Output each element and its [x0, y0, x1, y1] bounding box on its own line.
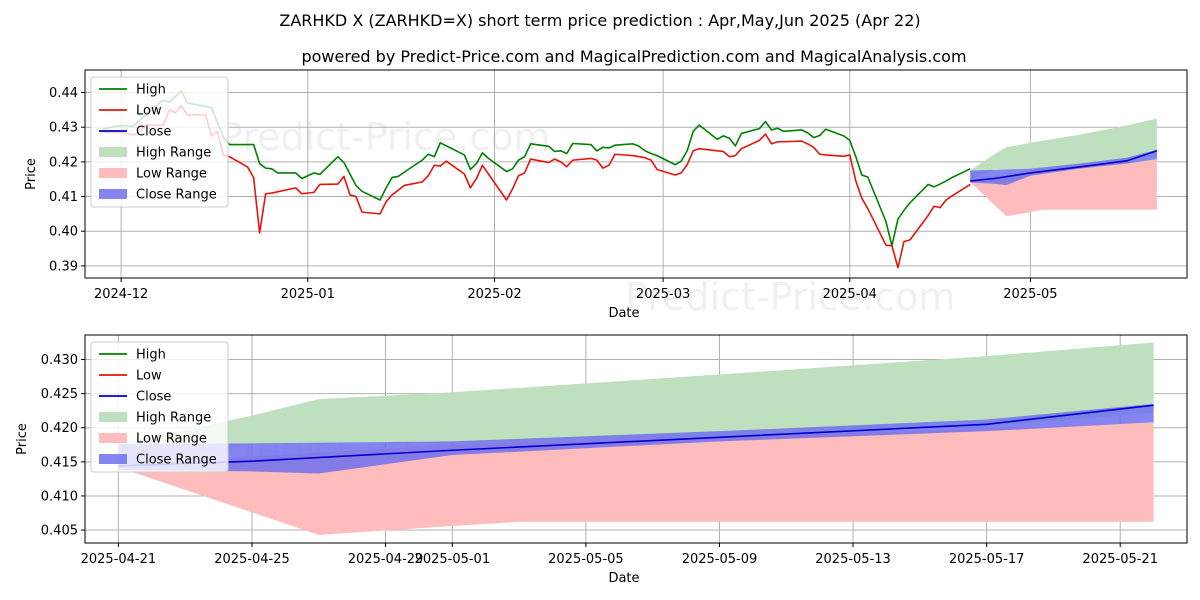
watermark-text: Predict-Price.com	[220, 115, 551, 159]
legend-swatch	[99, 412, 127, 422]
y-tick-label: 0.44	[49, 86, 78, 101]
legend-entry-label: Close Range	[136, 453, 217, 468]
y-tick-label: 0.415	[41, 455, 78, 470]
x-tick-label: 2025-05-13	[815, 552, 891, 567]
y-tick-label: 0.42	[49, 155, 78, 170]
data-layer	[118, 342, 1154, 535]
close-range-band	[970, 149, 1157, 186]
axes-frame	[84, 69, 1188, 279]
x-tick-label: 2025-03	[636, 287, 690, 302]
high-range-band	[118, 342, 1154, 464]
x-tick-label: 2025-04-21	[81, 552, 157, 567]
x-tick-label: 2025-02	[467, 287, 521, 302]
legend-swatch	[99, 189, 127, 199]
close-range-band	[118, 403, 1154, 474]
low-line	[103, 104, 971, 269]
data-layer	[102, 90, 1158, 269]
x-tick-label: 2024-12	[94, 287, 148, 302]
legend-entry-label: Low	[136, 104, 162, 119]
legend-entry-label: Close Range	[136, 188, 217, 203]
legend-swatch	[99, 147, 127, 157]
legend-entry-label: High	[136, 83, 166, 98]
y-tick-label: 0.41	[49, 190, 78, 205]
y-tick-label: 0.40	[49, 225, 78, 240]
legend-entry-label: Low	[136, 369, 162, 384]
chart-title: ZARHKD X (ZARHKD=X) short term price pre…	[279, 11, 920, 30]
legend-entry-label: Close	[136, 390, 171, 405]
legend: High Low Close High Range Low Range Close Ran…	[90, 76, 229, 208]
y-tick-label: 0.430	[41, 353, 78, 368]
y-tick-label: 0.39	[49, 259, 78, 274]
y-axis-label: Price	[15, 423, 30, 455]
legend-swatch	[99, 433, 127, 443]
y-tick-label: 0.425	[41, 387, 78, 402]
top-panel: Predict-Price.com Predict-Price.com 2024-1…	[24, 69, 1188, 321]
close-line	[970, 150, 1158, 182]
x-tick-label: 2025-05-09	[682, 552, 758, 567]
legend-swatch	[99, 454, 127, 464]
x-tick-label: 2025-05-05	[548, 552, 624, 567]
close-line	[118, 404, 1154, 467]
bottom-panel: Predict-Price.comPredict-Price.com2025-0…	[15, 334, 1188, 586]
legend: High Low Close High Range Low Range Close Ran…	[90, 341, 229, 473]
axes-frame	[84, 334, 1188, 544]
x-tick-label: 2025-04-25	[214, 552, 290, 567]
x-tick-label: 2025-05-01	[415, 552, 491, 567]
legend-entry-label: High Range	[136, 146, 211, 161]
x-tick-label: 2025-05-21	[1082, 552, 1158, 567]
legend-swatch	[99, 168, 127, 178]
legend-entry-label: Close	[136, 125, 171, 140]
watermark-text: Predict-Price.com	[625, 275, 956, 319]
x-tick-label: 2025-05	[1003, 287, 1057, 302]
x-tick-label: 2025-01	[281, 287, 335, 302]
chart-subtitle: powered by Predict-Price.com and Magical…	[301, 47, 966, 66]
x-axis-label: Date	[608, 306, 639, 321]
x-axis-label: Date	[608, 571, 639, 586]
y-tick-label: 0.405	[41, 524, 78, 539]
x-tick-label: 2025-04-29	[348, 552, 424, 567]
x-tick-label: 2025-04	[823, 287, 877, 302]
x-tick-label: 2025-05-17	[949, 552, 1025, 567]
legend-entry-label: Low Range	[136, 432, 207, 447]
y-tick-label: 0.420	[41, 421, 78, 436]
legend-entry-label: High	[136, 348, 166, 363]
y-tick-label: 0.410	[41, 489, 78, 504]
high-line	[102, 90, 971, 247]
high-range-band	[970, 118, 1157, 180]
y-axis-label: Price	[24, 158, 39, 190]
y-tick-label: 0.43	[49, 121, 78, 136]
legend-entry-label: High Range	[136, 411, 211, 426]
legend-entry-label: Low Range	[136, 167, 207, 182]
